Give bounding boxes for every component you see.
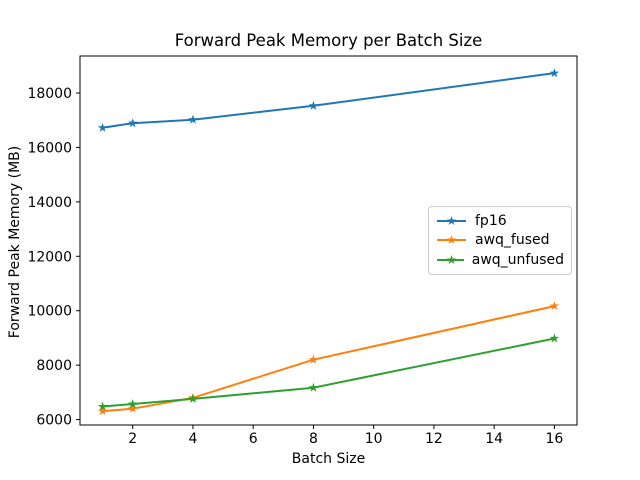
series-line-awq_fused (102, 305, 555, 413)
legend-entry-fp16: fp16 (436, 213, 564, 229)
x-tick-label: 12 (425, 431, 443, 447)
legend-label-fp16: fp16 (475, 212, 507, 229)
x-tick-label: 6 (249, 431, 258, 447)
legend-swatch-awq_fused (437, 235, 466, 245)
x-tick-label: 10 (365, 431, 383, 447)
series-marker-awq_fused (127, 403, 138, 413)
series-marker-fp16 (127, 118, 138, 128)
series-marker-fp16 (308, 100, 319, 110)
y-tick-label: 16000 (27, 140, 72, 156)
series-marker-awq_unfused (127, 399, 138, 409)
x-tick-label: 2 (128, 431, 137, 447)
series-marker-awq_unfused (188, 393, 198, 403)
series-line-awq_unfused (102, 337, 555, 408)
x-tick-label: 4 (188, 431, 197, 447)
y-tick-label: 10000 (27, 304, 72, 320)
series-marker-fp16 (549, 68, 560, 78)
y-tick-label: 8000 (36, 358, 72, 374)
y-axis-label: Forward Peak Memory (MB) (7, 145, 23, 339)
series-marker-fp16 (97, 122, 108, 132)
legend-star-marker (446, 255, 457, 265)
x-axis-label: Batch Size (291, 451, 366, 467)
chart-title: Forward Peak Memory per Batch Size (174, 31, 483, 50)
series-marker-awq_fused (97, 406, 108, 416)
series-marker-fp16 (188, 114, 198, 124)
legend-label-awq_fused: awq_fused (475, 232, 550, 249)
legend-swatch-fp16 (437, 215, 466, 225)
y-tick-label: 18000 (27, 86, 72, 102)
legend-label-awq_unfused: awq_unfused (471, 252, 564, 269)
x-tick-label: 14 (485, 431, 503, 447)
legend-swatch-awq_unfused (437, 255, 464, 265)
legend-entry-awq_fused: awq_fused (436, 232, 564, 248)
legend-star-marker (446, 235, 457, 245)
series-line-fp16 (102, 72, 555, 129)
series-marker-awq_fused (308, 354, 319, 364)
x-tick-label: 8 (309, 431, 318, 447)
series-marker-awq_fused (549, 301, 560, 311)
series-marker-awq_unfused (97, 401, 108, 411)
axes-spines (79, 55, 578, 426)
legend-star-marker (446, 215, 457, 225)
x-tick-label: 16 (545, 431, 563, 447)
legend: fp16 awq_fused awq_unfused (428, 206, 572, 275)
legend-entry-awq_unfused: awq_unfused (436, 252, 564, 268)
series-marker-awq_unfused (308, 382, 319, 392)
y-tick-label: 12000 (27, 249, 72, 265)
y-tick-label: 6000 (36, 413, 72, 429)
y-tick-label: 14000 (27, 195, 72, 211)
series-marker-awq_unfused (549, 333, 560, 343)
